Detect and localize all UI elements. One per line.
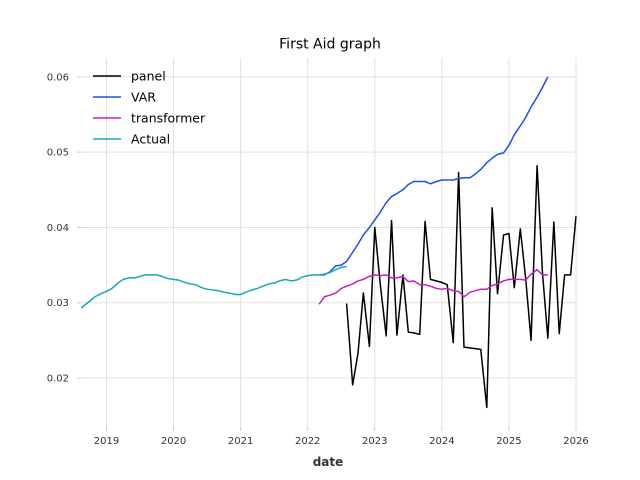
y-tick-label: 0.04 — [47, 223, 69, 234]
series-line-var — [319, 76, 549, 276]
chart-title: First Aid graph — [279, 37, 381, 53]
series-line-actual — [80, 265, 347, 309]
x-tick-label: 2026 — [563, 436, 588, 447]
axis-layer: 2019 2020 2021 2022 2023 2024 2025 2026 0.02 0.03… — [47, 72, 589, 447]
series-line-panel — [345, 164, 577, 409]
x-tick-label: 2020 — [161, 436, 186, 447]
legend-label: panel — [131, 69, 166, 84]
y-tick-label: 0.03 — [47, 298, 69, 309]
legend-label: VAR — [131, 90, 156, 105]
x-tick-label: 2024 — [429, 436, 454, 447]
legend-label: transformer — [131, 111, 206, 126]
x-tick-label: 2025 — [496, 436, 521, 447]
series-line-transformer — [318, 268, 548, 305]
x-tick-label: 2023 — [362, 436, 387, 447]
y-tick-label: 0.02 — [47, 374, 69, 385]
legend: panel VAR transformer Actual — [93, 69, 206, 147]
series-layer — [80, 76, 577, 409]
legend-label: Actual — [131, 132, 170, 147]
x-tick-label: 2021 — [228, 436, 253, 447]
y-tick-label: 0.06 — [47, 72, 69, 83]
x-tick-label: 2022 — [295, 436, 320, 447]
x-tick-label: 2019 — [94, 436, 119, 447]
x-axis-label: date — [313, 455, 344, 469]
y-tick-label: 0.05 — [47, 148, 69, 159]
